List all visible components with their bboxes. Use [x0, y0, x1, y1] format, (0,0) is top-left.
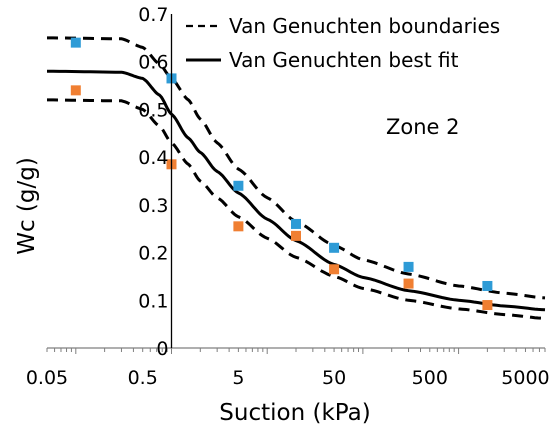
best-fit-curve [47, 69, 546, 312]
curves-layer [47, 36, 546, 320]
zone-annotation: Zone 2 [386, 115, 460, 139]
y-tick-label: 0.5 [138, 99, 168, 121]
x-tick-label: 0.5 [128, 367, 158, 389]
y-tick-label: 0.7 [138, 4, 168, 26]
y-tick-label: 0.2 [138, 243, 168, 265]
x-tick-label: 500 [412, 367, 448, 389]
orange-data-point [403, 278, 414, 289]
y-tick-label: 0.4 [138, 147, 168, 169]
blue-data-point [70, 37, 81, 48]
y-axis-title: Wc (g/g) [14, 157, 40, 255]
upper-boundary-curve [47, 36, 546, 300]
plot-area: 0.05 0.5 5 50 500 5000 0 0.1 0.2 0.3 0.4 0.5 0.6 0.7 [26, 4, 550, 389]
x-ticks: 0.05 0.5 5 50 500 5000 [26, 348, 550, 389]
y-tick-label: 0 [156, 338, 168, 360]
legend: Van Genuchten boundaries Van Genuchten b… [186, 14, 500, 72]
orange-data-point [482, 300, 493, 311]
blue-data-point [482, 280, 493, 291]
y-tick-label: 0.3 [138, 195, 168, 217]
blue-data-point [291, 218, 301, 229]
y-ticks: 0 0.1 0.2 0.3 0.4 0.5 0.6 0.7 [138, 4, 168, 360]
x-axis-title: Suction (kPa) [219, 400, 370, 426]
y-tick-label: 0.1 [138, 290, 168, 312]
orange-data-point [70, 85, 81, 96]
blue-data-point [233, 180, 244, 191]
x-tick-label: 0.05 [26, 367, 68, 389]
lower-boundary-curve [47, 98, 546, 320]
legend-label-best-fit: Van Genuchten best fit [229, 48, 459, 72]
x-tick-label: 5 [232, 367, 244, 389]
blue-data-point [403, 261, 414, 272]
x-tick-label: 5000 [501, 367, 549, 389]
orange-data-point [233, 221, 244, 232]
x-tick-label: 50 [322, 367, 346, 389]
y-tick-label: 0.6 [138, 52, 168, 74]
markers-layer [70, 37, 493, 311]
legend-label-boundaries: Van Genuchten boundaries [229, 14, 500, 38]
blue-data-point [329, 242, 340, 253]
orange-data-point [291, 230, 301, 241]
orange-data-point [329, 264, 340, 275]
